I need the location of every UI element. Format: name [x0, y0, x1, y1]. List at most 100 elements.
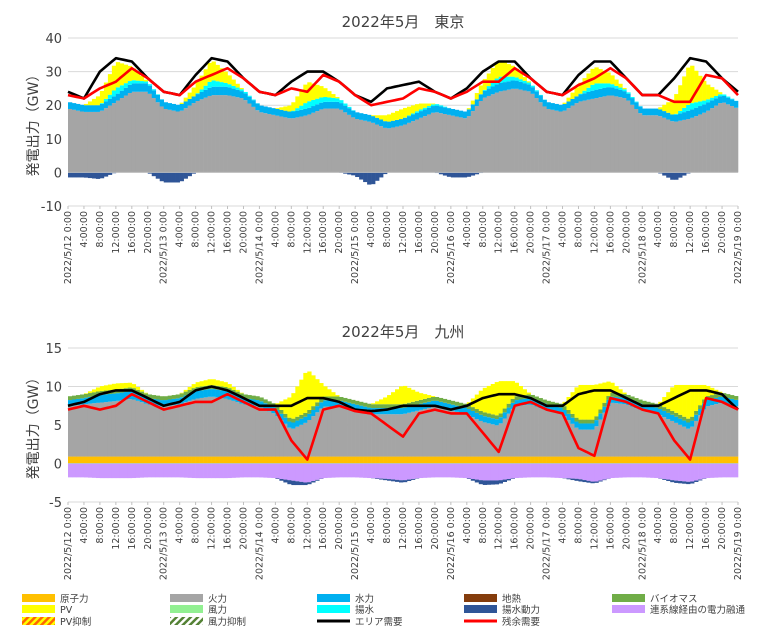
area-連系線経由の電力融通 [192, 464, 196, 479]
area-PV [136, 387, 140, 390]
area-揚水 [634, 102, 638, 103]
area-原子力 [714, 457, 718, 464]
x-tick-label: 20:00:00 [621, 507, 632, 550]
area-水力 [682, 112, 686, 120]
area-火力 [507, 90, 511, 173]
area-原子力 [212, 457, 216, 464]
area-原子力 [606, 457, 610, 464]
area-原子力 [638, 457, 642, 464]
area-水力 [323, 400, 327, 406]
x-tick-label: 4:00:00 [653, 507, 664, 544]
legend-item: 風力 [170, 604, 227, 616]
area-揚水動力 [104, 172, 108, 176]
x-tick-label: 20:00:00 [526, 507, 537, 550]
area-水力 [678, 419, 682, 425]
area-水力 [694, 415, 698, 421]
area-揚水動力 [152, 172, 156, 176]
area-原子力 [574, 457, 578, 464]
area-PV [224, 382, 228, 387]
legend-swatch [612, 605, 645, 613]
area-揚水動力 [164, 172, 168, 182]
x-tick-label: 8:00:00 [669, 211, 680, 248]
area-連系線経由の電力融通 [598, 464, 602, 481]
area-原子力 [327, 457, 331, 464]
area-水力 [104, 394, 108, 402]
legend-label: 残余需要 [502, 616, 540, 628]
area-PV [479, 85, 483, 94]
area-原子力 [148, 457, 152, 464]
area-揚水 [590, 85, 594, 91]
area-水力 [275, 109, 279, 116]
area-バイオマス [491, 414, 495, 418]
area-PV [682, 76, 686, 108]
area-原子力 [403, 457, 407, 464]
area-火力 [515, 89, 519, 173]
legend-label: 風力 [208, 604, 227, 616]
area-PV [415, 104, 419, 111]
area-火力 [307, 114, 311, 172]
area-PV [622, 88, 626, 89]
area-火力 [84, 404, 88, 457]
area-火力 [188, 106, 192, 173]
legend-label: 火力 [208, 593, 227, 605]
legend-item: 残余需要 [464, 616, 540, 628]
area-バイオマス [471, 407, 475, 411]
area-連系線経由の電力融通 [88, 464, 92, 478]
area-火力 [68, 406, 72, 456]
area-原子力 [682, 457, 686, 464]
area-火力 [383, 414, 387, 456]
area-揚水動力 [467, 478, 471, 479]
x-tick-label: 20:00:00 [143, 507, 154, 550]
area-連系線経由の電力融通 [535, 464, 539, 478]
area-水力 [439, 106, 443, 113]
area-水力 [471, 104, 475, 111]
y-axis-label: 発電出力（GW） [26, 371, 42, 480]
area-PV [192, 88, 196, 97]
area-火力 [303, 423, 307, 457]
area-PV [84, 104, 88, 105]
x-tick-label: 16:00:00 [605, 507, 616, 550]
area-水力 [527, 84, 531, 91]
area-原子力 [411, 457, 415, 464]
area-原子力 [722, 457, 726, 464]
area-原子力 [164, 457, 168, 464]
area-PV [371, 403, 375, 404]
area-火力 [698, 114, 702, 172]
x-tick-label: 20:00:00 [430, 211, 441, 254]
area-揚水動力 [279, 479, 283, 481]
area-揚水動力 [475, 480, 479, 483]
area-原子力 [419, 457, 423, 464]
x-tick-label: 2022/5/19 0:00 [733, 211, 744, 284]
x-tick-label: 20:00:00 [143, 211, 154, 254]
area-火力 [275, 116, 279, 173]
area-連系線経由の電力融通 [610, 464, 614, 479]
area-揚水 [610, 84, 614, 87]
area-PV [487, 386, 491, 413]
area-連系線経由の電力融通 [547, 464, 551, 478]
x-tick-label: 16:00:00 [127, 507, 138, 550]
area-水力 [403, 118, 407, 125]
area-水力 [435, 106, 439, 113]
area-火力 [188, 401, 192, 457]
area-PV [140, 390, 144, 392]
area-揚水 [686, 105, 690, 111]
area-火力 [678, 425, 682, 457]
area-揚水動力 [363, 172, 367, 182]
area-水力 [399, 408, 403, 414]
area-水力 [455, 110, 459, 117]
area-揚水 [323, 97, 327, 102]
area-原子力 [467, 457, 471, 464]
area-PV [678, 85, 682, 111]
area-連系線経由の電力融通 [339, 464, 343, 478]
x-tick-label: 2022/5/12 0:00 [63, 211, 74, 284]
area-揚水 [431, 104, 435, 106]
x-tick-label: 4:00:00 [366, 507, 377, 544]
area-火力 [734, 406, 738, 457]
area-揚水動力 [156, 172, 160, 178]
x-tick-label: 8:00:00 [95, 507, 106, 544]
area-火力 [255, 406, 259, 456]
area-揚水動力 [291, 481, 295, 485]
area-連系線経由の電力融通 [383, 464, 387, 479]
area-原子力 [156, 457, 160, 464]
area-火力 [686, 429, 690, 457]
